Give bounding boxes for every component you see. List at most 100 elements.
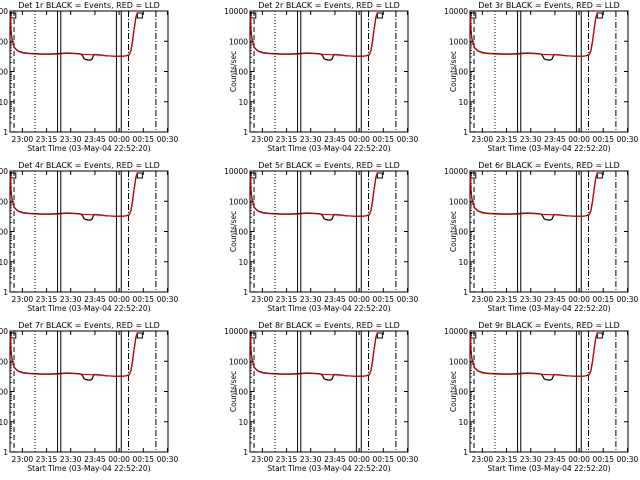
segment-box-marker (596, 172, 603, 179)
panel-title: Det 3r BLACK = Events, RED = LLD (478, 1, 620, 10)
plot-frame (249, 330, 409, 453)
x-axis-label: Start Time (03-May-04 22:52:20) (487, 464, 610, 473)
x-tick-label: 23:45 (324, 455, 346, 464)
lld-series-line (9, 172, 138, 217)
segment-box-marker (136, 332, 143, 339)
x-tick-label: 23:30 (300, 135, 322, 144)
lld-series-line (469, 172, 598, 217)
y-tick-label: 100 (234, 68, 249, 77)
segment-box-marker (10, 332, 17, 339)
panel-title: Det 2r BLACK = Events, RED = LLD (258, 1, 400, 10)
x-tick-label: 23:00 (252, 135, 274, 144)
x-tick-label: 23:00 (472, 455, 494, 464)
plot-frame (9, 10, 169, 133)
plot-frame (469, 330, 629, 453)
y-tick-label: 1 (3, 128, 8, 137)
y-tick-label: 10000 (224, 167, 248, 176)
y-axis-label: Counts/sec (449, 51, 458, 92)
y-tick-label: 10000 (224, 7, 248, 16)
y-tick-label: 10 (458, 258, 468, 267)
events-series-line (9, 172, 138, 221)
panel-title: Det 8r BLACK = Events, RED = LLD (258, 321, 400, 330)
y-tick-label: 1 (243, 128, 248, 137)
segment-box-marker (376, 172, 383, 179)
x-tick-label: 23:00 (472, 295, 494, 304)
x-tick-label: 23:15 (276, 455, 298, 464)
x-tick-label: 23:00 (472, 135, 494, 144)
y-tick-label: 1000 (229, 37, 248, 46)
y-axis-label: Counts/sec (449, 371, 458, 412)
x-tick-label: 00:15 (372, 295, 394, 304)
x-axis-label: Start Time (03-May-04 22:52:20) (267, 144, 390, 153)
x-tick-label: 23:00 (12, 455, 34, 464)
x-tick-label: 00:15 (372, 135, 394, 144)
y-tick-label: 100 (234, 228, 249, 237)
x-tick-label: 23:15 (496, 455, 518, 464)
x-tick-label: 00:15 (132, 135, 154, 144)
x-tick-label: 23:15 (276, 295, 298, 304)
y-tick-label: 1000 (229, 197, 248, 206)
x-tick-label: 00:30 (157, 295, 179, 304)
x-axis-label: Start Time (03-May-04 22:52:20) (267, 304, 390, 313)
y-tick-label: 1 (243, 288, 248, 297)
segment-box-marker (376, 332, 383, 339)
x-tick-label: 00:00 (348, 295, 370, 304)
x-axis-label: Start Time (03-May-04 22:52:20) (27, 304, 150, 313)
y-tick-label: 100 (454, 388, 469, 397)
x-tick-label: 00:15 (132, 455, 154, 464)
y-tick-label: 1000 (0, 197, 8, 206)
y-tick-label: 1000 (229, 357, 248, 366)
lld-series-line (249, 332, 378, 377)
y-tick-label: 100 (0, 228, 8, 237)
y-tick-label: 1000 (0, 37, 8, 46)
y-tick-label: 100 (0, 388, 8, 397)
panel-title: Det 1r BLACK = Events, RED = LLD (18, 1, 160, 10)
x-tick-label: 00:00 (568, 295, 590, 304)
y-tick-label: 1000 (449, 197, 468, 206)
x-tick-label: 00:00 (108, 295, 130, 304)
rate-panel: Det 6r BLACK = Events, RED = LLD 1 10 100 10… (444, 161, 638, 313)
y-tick-label: 10 (0, 258, 8, 267)
y-tick-label: 1000 (0, 357, 8, 366)
x-tick-label: 00:30 (397, 295, 419, 304)
x-tick-label: 23:30 (520, 295, 542, 304)
y-tick-label: 10 (458, 418, 468, 427)
y-tick-label: 10000 (0, 327, 8, 336)
rate-panel: Det 2r BLACK = Events, RED = LLD 1 10 100 10… (224, 1, 418, 153)
y-tick-label: 10 (0, 98, 8, 107)
segment-box-marker (10, 172, 17, 179)
x-tick-label: 23:15 (36, 135, 58, 144)
x-tick-label: 00:30 (617, 295, 639, 304)
y-tick-label: 1000 (449, 357, 468, 366)
plot-frame (469, 10, 629, 133)
y-tick-label: 1 (3, 448, 8, 457)
x-tick-label: 00:00 (348, 455, 370, 464)
x-tick-label: 23:45 (84, 455, 106, 464)
y-tick-label: 10000 (444, 167, 468, 176)
x-tick-label: 00:30 (157, 135, 179, 144)
x-tick-label: 23:15 (496, 135, 518, 144)
y-tick-label: 1 (463, 288, 468, 297)
y-axis-label: Counts/sec (229, 211, 238, 252)
events-series-line (469, 332, 598, 381)
segment-box-marker (470, 332, 477, 339)
x-tick-label: 23:00 (252, 295, 274, 304)
x-tick-label: 00:30 (397, 135, 419, 144)
events-series-line (469, 172, 598, 221)
events-series-line (249, 12, 378, 61)
x-tick-label: 00:30 (397, 455, 419, 464)
plot-frame (9, 330, 169, 453)
y-tick-label: 10 (238, 98, 248, 107)
y-tick-label: 10 (458, 98, 468, 107)
x-tick-label: 00:15 (372, 455, 394, 464)
x-tick-label: 00:15 (592, 455, 614, 464)
x-tick-label: 23:45 (324, 135, 346, 144)
lld-series-line (469, 12, 598, 57)
y-tick-label: 1 (3, 288, 8, 297)
y-tick-label: 10000 (444, 327, 468, 336)
y-tick-label: 1000 (449, 37, 468, 46)
x-tick-label: 00:00 (568, 455, 590, 464)
x-tick-label: 23:15 (36, 295, 58, 304)
x-tick-label: 23:45 (544, 455, 566, 464)
y-tick-label: 1 (463, 128, 468, 137)
